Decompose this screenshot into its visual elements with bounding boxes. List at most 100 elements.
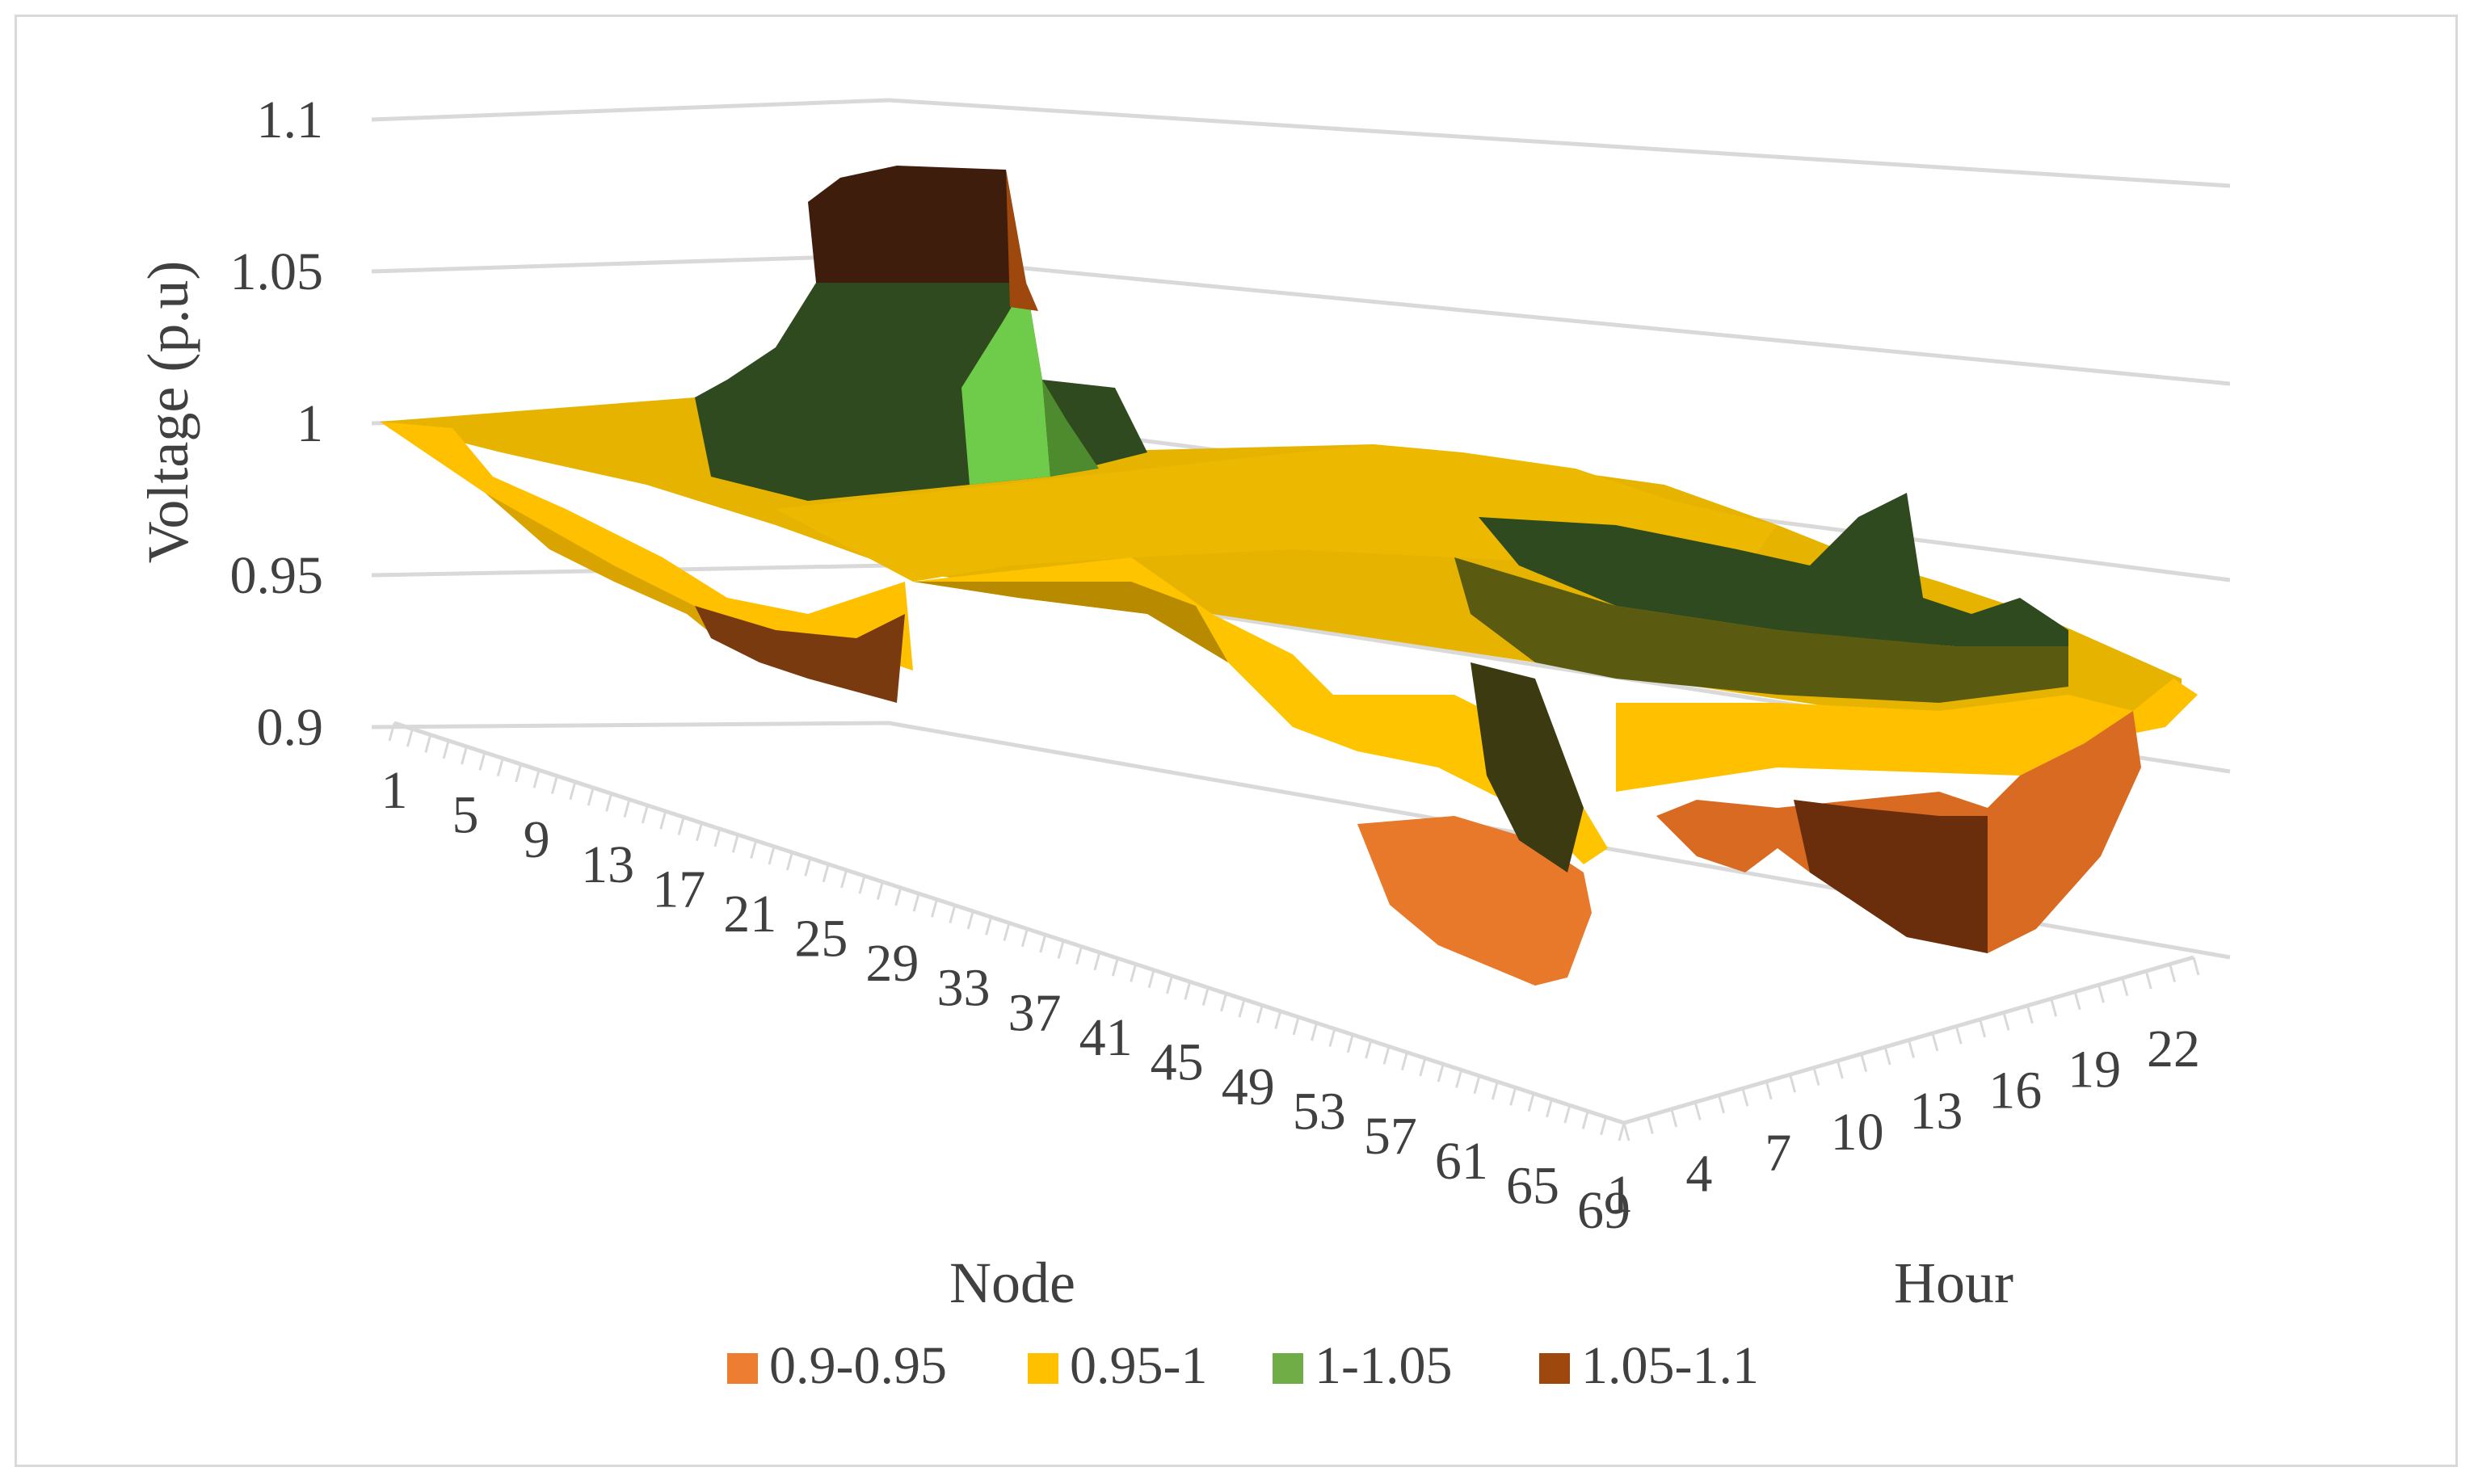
node-minor-tick	[1057, 940, 1065, 959]
surface-green-light	[961, 283, 1050, 485]
hour-tick-label: 10	[1831, 1103, 1884, 1162]
hour-minor-tick	[1908, 1040, 1915, 1058]
node-minor-tick	[1509, 1087, 1517, 1106]
node-minor-tick	[1473, 1075, 1481, 1095]
node-minor-tick	[713, 828, 722, 847]
node-tick-label: 57	[1364, 1107, 1417, 1166]
node-minor-tick	[1419, 1057, 1427, 1077]
node-minor-tick	[406, 728, 414, 747]
node-minor-tick	[1581, 1111, 1589, 1129]
hour-minor-tick	[1860, 1053, 1868, 1072]
node-minor-tick	[605, 792, 613, 812]
node-tick-label: 9	[524, 810, 550, 869]
node-minor-tick	[1220, 993, 1228, 1012]
surface-right-dark	[1454, 557, 2068, 703]
surface-right-yellow	[1616, 679, 2198, 792]
node-tick-label: 45	[1151, 1032, 1204, 1091]
node-minor-tick	[1256, 1005, 1264, 1024]
node-minor-tick	[1147, 969, 1155, 989]
node-minor-tick	[1491, 1081, 1499, 1100]
node-minor-tick	[1455, 1070, 1463, 1088]
surface-brown-right	[1794, 800, 1988, 953]
hour-minor-tick	[1670, 1108, 1678, 1128]
hour-minor-tick	[2192, 956, 2200, 976]
node-minor-tick	[1546, 1099, 1553, 1118]
node-minor-tick	[696, 822, 703, 842]
legend-label: 0.95-1	[1070, 1336, 1207, 1395]
surface-green-edge	[1042, 380, 1099, 477]
node-minor-tick	[931, 898, 938, 918]
hour-minor-tick	[1622, 1122, 1630, 1141]
node-tick-label: 53	[1293, 1083, 1346, 1141]
hour-tick-labels: 1 4 7 10 13 16 19 22	[1607, 1019, 2201, 1224]
node-tick-labels: 1 5 9 13 17 21 25 29 33 37 41 45 49 53 57 61 65 69	[381, 761, 1631, 1240]
node-minor-tick	[804, 858, 812, 877]
node-minor-tick	[768, 846, 776, 865]
surface-right-green	[1479, 493, 2068, 646]
node-minor-tick	[442, 740, 450, 759]
node-minor-tick	[1563, 1104, 1571, 1124]
node-minor-tick	[1184, 981, 1192, 1000]
node-minor-tick	[388, 722, 396, 742]
hour-tick-label: 13	[1909, 1082, 1963, 1141]
hour-minor-tick	[1765, 1081, 1773, 1100]
node-minor-tick	[659, 810, 667, 830]
node-minor-tick	[1274, 1011, 1282, 1030]
voltage-tick-label: 0.9	[257, 698, 324, 757]
hour-minor-tick	[2050, 998, 2058, 1017]
surface-dark-wall	[1471, 662, 1584, 872]
node-tick-label: 49	[1222, 1057, 1275, 1116]
node-minor-tick	[1400, 1052, 1408, 1071]
hour-minor-tick	[1718, 1095, 1725, 1114]
voltage-tick-labels: 1.1 1.05 1 0.95 0.9	[230, 90, 324, 757]
surface-peak-side	[1006, 170, 1038, 311]
node-tick-label: 65	[1506, 1156, 1559, 1215]
node-minor-tick	[1346, 1034, 1354, 1053]
voltage-tick-label: 0.95	[230, 546, 324, 605]
node-minor-tick	[1600, 1116, 1608, 1136]
node-minor-tick	[1238, 998, 1246, 1018]
hour-minor-tick	[2097, 984, 2105, 1003]
hour-tick-label: 4	[1685, 1144, 1712, 1203]
node-minor-tick	[912, 893, 920, 912]
hour-minor-ticks	[1622, 956, 2200, 1141]
node-minor-ticks	[388, 722, 1626, 1141]
hour-minor-tick	[1979, 1019, 1987, 1038]
hour-minor-tick	[2026, 1005, 2034, 1024]
node-minor-tick	[1382, 1045, 1391, 1065]
node-minor-tick	[1437, 1063, 1445, 1083]
node-tick-label: 13	[581, 835, 634, 894]
node-tick-label: 1	[381, 761, 408, 820]
node-minor-tick	[949, 905, 957, 924]
node-minor-tick	[731, 834, 739, 853]
hour-minor-tick	[1931, 1032, 1939, 1052]
node-minor-tick	[1527, 1093, 1535, 1112]
node-minor-tick	[1003, 923, 1011, 941]
hour-minor-tick	[1812, 1067, 1820, 1087]
node-minor-tick	[496, 758, 504, 777]
surface-orange-basin	[1357, 816, 1592, 986]
node-tick-label: 25	[794, 910, 848, 969]
node-minor-tick	[1020, 928, 1029, 948]
hour-tick-label: 7	[1765, 1124, 1791, 1183]
legend-label: 1-1.05	[1315, 1336, 1452, 1395]
hour-minor-tick	[1694, 1101, 1702, 1120]
voltage-tick-label: 1	[297, 394, 323, 453]
hour-minor-tick	[1741, 1087, 1749, 1107]
node-minor-tick	[985, 916, 993, 935]
node-minor-tick	[1201, 987, 1210, 1006]
node-minor-tick	[677, 817, 685, 835]
node-minor-tick	[515, 763, 523, 783]
node-minor-tick	[1365, 1040, 1373, 1059]
node-tick-label: 69	[1577, 1181, 1630, 1240]
gridline	[371, 721, 2231, 960]
hour-minor-tick	[2121, 977, 2129, 997]
node-minor-tick	[1130, 964, 1138, 982]
legend-swatch	[727, 1353, 758, 1384]
hour-minor-tick	[2073, 991, 2081, 1011]
x-axis-title: Node	[949, 1251, 1075, 1315]
node-minor-tick	[1039, 934, 1047, 953]
hour-minor-tick	[1836, 1060, 1844, 1079]
node-minor-tick	[461, 746, 468, 765]
hour-minor-tick	[1789, 1074, 1797, 1093]
